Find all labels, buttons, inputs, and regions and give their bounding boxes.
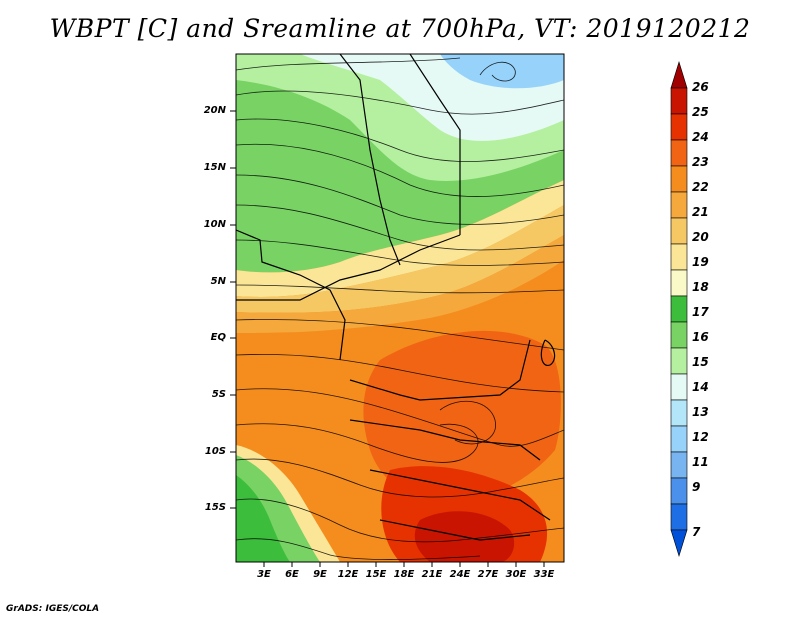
colorbar-swatch (670, 321, 688, 349)
colorbar-swatch (670, 451, 688, 479)
colorbar-swatch (670, 373, 688, 401)
colorbar-label: 7 (692, 525, 701, 539)
lon-label: 9E (313, 569, 327, 580)
colorbar-swatch (670, 243, 688, 271)
lat-label: 10N (203, 219, 226, 230)
lat-ticks (230, 110, 236, 509)
colorbar-label: 23 (692, 155, 709, 169)
colorbar-label: 24 (692, 130, 709, 144)
colorbar-swatch (670, 269, 688, 297)
lat-label: EQ (210, 332, 226, 343)
lon-label: 6E (285, 569, 299, 580)
colorbar-label: 12 (692, 430, 709, 444)
lon-label: 15E (365, 569, 387, 580)
lat-label: 20N (203, 105, 226, 116)
lat-label: 15N (203, 162, 226, 173)
lat-label: 5S (211, 389, 226, 400)
colorbar-swatch (670, 529, 688, 558)
wbpt-field (236, 54, 564, 562)
map-frame (235, 53, 565, 563)
lon-label: 30E (505, 569, 527, 580)
lon-ticks (263, 562, 545, 567)
colorbar-label: 11 (692, 455, 709, 469)
colorbar-swatch (670, 425, 688, 453)
colorbar-swatch (670, 295, 688, 323)
colorbar-swatch (670, 113, 688, 141)
lon-label: 21E (421, 569, 443, 580)
colorbar-label: 15 (692, 355, 709, 369)
colorbar-swatch (670, 347, 688, 375)
colorbar-swatch (670, 139, 688, 167)
colorbar-swatch (670, 503, 688, 531)
colorbar-label: 18 (692, 280, 709, 294)
colorbar-label: 21 (692, 205, 709, 219)
lat-label: 5N (210, 276, 226, 287)
colorbar-label: 22 (692, 180, 709, 194)
colorbar-label: 17 (692, 305, 709, 319)
lon-label: 3E (257, 569, 271, 580)
colorbar-label: 20 (692, 230, 709, 244)
lon-label: 18E (393, 569, 415, 580)
colorbar-label: 19 (692, 255, 709, 269)
colorbar-swatch (670, 60, 688, 89)
colorbar-label: 14 (692, 380, 709, 394)
colorbar (670, 60, 688, 558)
colorbar-swatch (670, 87, 688, 115)
colorbar-swatch (670, 399, 688, 427)
colorbar-label: 16 (692, 330, 709, 344)
lon-label: 12E (337, 569, 359, 580)
colorbar-label: 13 (692, 405, 709, 419)
map-title: WBPT [C] and Sreamline at 700hPa, VT: 20… (49, 14, 751, 43)
colorbar-label: 9 (692, 480, 701, 494)
lat-label: 10S (204, 446, 226, 457)
lon-label: 24E (449, 569, 471, 580)
colorbar-swatch (670, 165, 688, 193)
lon-label: 27E (477, 569, 499, 580)
lon-label: 33E (533, 569, 555, 580)
colorbar-swatch (670, 191, 688, 219)
lat-label: 15S (204, 502, 226, 513)
colorbar-label: 25 (692, 105, 709, 119)
colorbar-label: 26 (692, 80, 709, 94)
colorbar-swatch (670, 477, 688, 505)
grads-credit: GrADS: IGES/COLA (6, 604, 100, 614)
colorbar-swatch (670, 217, 688, 245)
